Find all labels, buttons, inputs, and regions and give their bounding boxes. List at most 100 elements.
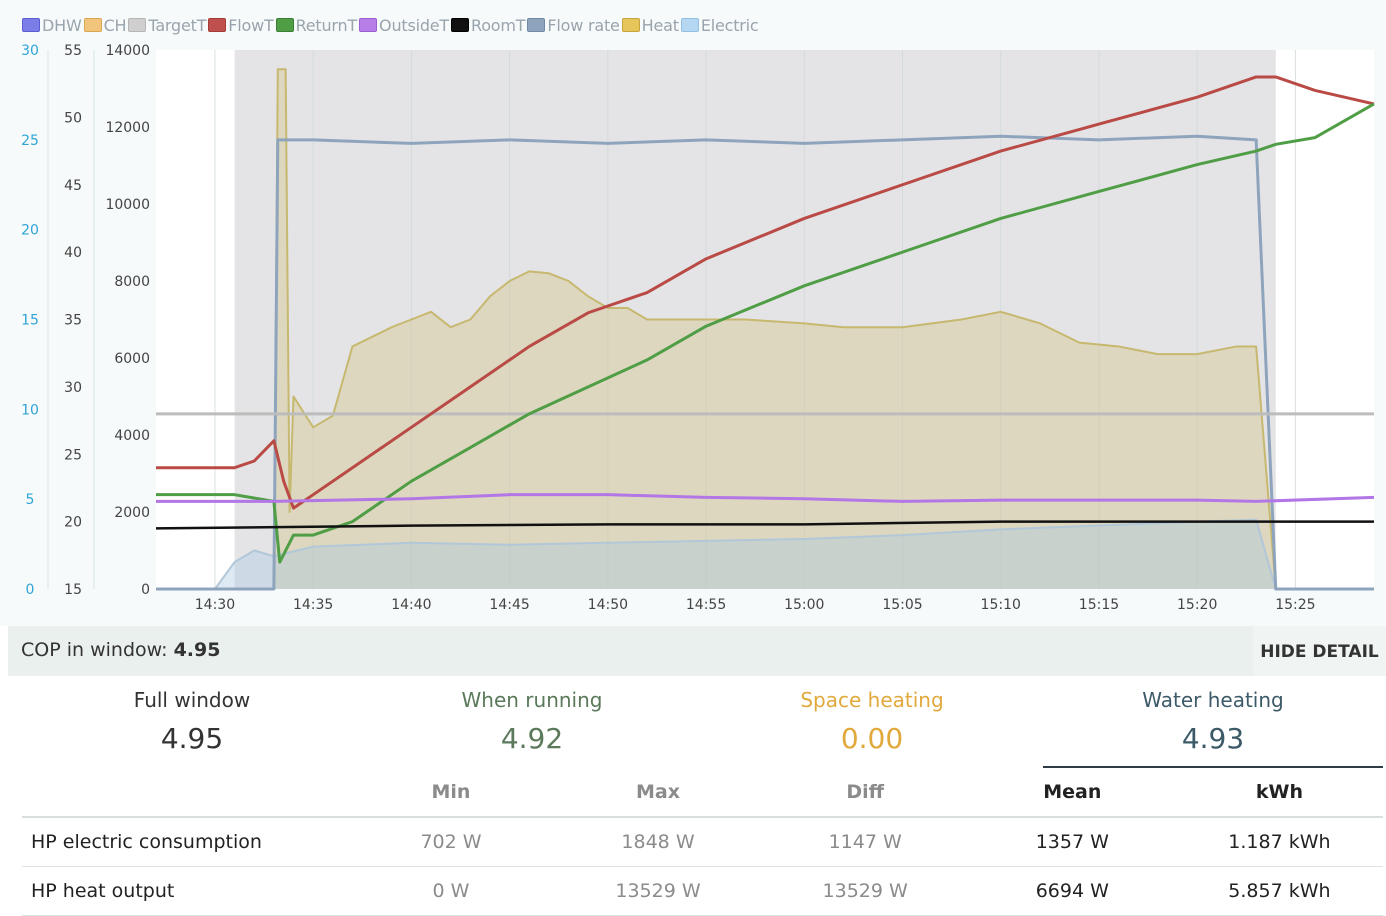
- cell-diff: 13529 W: [761, 866, 969, 916]
- header-diff: Diff: [761, 768, 969, 818]
- temperature-axis-tick: 20: [64, 515, 82, 531]
- legend-item-electric[interactable]: Electric: [680, 15, 759, 35]
- legend-label: Heat: [641, 15, 679, 35]
- legend-label: RoomT: [471, 15, 526, 35]
- series-outsidet-line: [156, 493, 1375, 503]
- legend-label: Flow rate: [547, 15, 620, 35]
- cell-diff: 1147 W: [761, 817, 969, 867]
- legend-label: Electric: [700, 15, 759, 35]
- x-tick-label: 15:10: [981, 597, 1021, 613]
- table-row: HP electric consumption 702 W 1848 W 114…: [22, 817, 1383, 867]
- legend-swatch: [621, 18, 640, 32]
- mode-title: Water heating: [1142, 688, 1284, 712]
- table-row: HP heat output 0 W 13529 W 13529 W 6694 …: [22, 866, 1383, 916]
- legend-item-flow-rate[interactable]: Flow rate: [527, 15, 620, 35]
- legend-label: FlowT: [228, 15, 274, 35]
- series-electric-area: [156, 519, 1374, 589]
- legend-swatch: [22, 18, 40, 32]
- mode-water-heating[interactable]: Water heating 4.93: [1043, 688, 1383, 755]
- series-flowt-line: [156, 75, 1375, 510]
- legend-swatch: [83, 18, 102, 32]
- selected-mode-indicator: [1043, 766, 1383, 768]
- header-kwh: kWh: [1175, 768, 1383, 818]
- x-tick-label: 14:50: [588, 597, 628, 613]
- legend-item-ch[interactable]: CH: [83, 15, 127, 35]
- cell-mean: 6694 W: [968, 866, 1176, 916]
- temperature-axis-tick: 15: [64, 582, 82, 598]
- cell-kwh: 1.187 kWh: [1175, 817, 1383, 867]
- x-tick-label: 15:05: [882, 597, 922, 613]
- header-min: Min: [347, 768, 555, 818]
- temperature-axis-tick: 25: [64, 447, 82, 463]
- legend-item-targett[interactable]: TargetT: [128, 16, 206, 35]
- legend-swatch: [527, 18, 546, 32]
- header-max: Max: [554, 768, 762, 818]
- header-mean: Mean: [968, 768, 1176, 818]
- cop-summary-bar: COP in window: 4.95 HIDE DETAIL: [8, 626, 1386, 676]
- legend-item-outsidet[interactable]: OutsideT: [359, 16, 449, 35]
- mode-when-running[interactable]: When running 4.92: [362, 688, 702, 755]
- mode-space-heating[interactable]: Space heating 0.00: [702, 688, 1042, 755]
- legend-label: OutsideT: [379, 15, 450, 35]
- temperature-axis-tick: 35: [64, 313, 82, 329]
- legend-item-heat[interactable]: Heat: [621, 15, 679, 35]
- flow-rate-axis-tick: 30: [21, 43, 39, 59]
- mode-cop-value: 4.92: [500, 722, 564, 755]
- cop-value: 4.95: [173, 639, 221, 661]
- chart-panel: 14:30 14:35 14:40 14:45 14:50 14:55 15:00 15:05…: [0, 0, 1386, 626]
- temperature-axis-tick: 30: [64, 380, 82, 396]
- cell-max: 1848 W: [554, 817, 762, 867]
- legend-swatch: [680, 18, 699, 32]
- flow-rate-axis-tick: 5: [26, 492, 35, 508]
- header-blank: [22, 768, 348, 818]
- row-label: HP heat output: [22, 866, 348, 916]
- x-tick-label: 15:15: [1079, 597, 1119, 613]
- cell-max: 13529 W: [554, 866, 762, 916]
- legend-swatch: [359, 18, 378, 32]
- table-header-row: Min Max Diff Mean kWh: [22, 768, 1383, 818]
- series-roomt-line: [155, 520, 1374, 530]
- legend-item-flowt[interactable]: FlowT: [208, 15, 274, 35]
- power-axis-tick: 12000: [105, 120, 150, 136]
- legend-label: CH: [103, 15, 127, 35]
- legend-item-returnt[interactable]: ReturnT: [275, 15, 358, 35]
- legend-item-dhw[interactable]: DHW: [22, 16, 82, 35]
- x-tick-label: 14:30: [195, 597, 235, 613]
- flow-rate-axis-tick: 20: [21, 223, 39, 239]
- mode-title: Space heating: [800, 688, 944, 712]
- chart-legend: DHW CH TargetT FlowT ReturnT OutsideT RoomT Flo…: [22, 14, 761, 36]
- hide-detail-button[interactable]: HIDE DETAIL: [1253, 626, 1386, 676]
- x-tick-label: 14:55: [686, 597, 726, 613]
- mode-title: When running: [461, 688, 603, 712]
- temperature-axis-tick: 45: [64, 178, 82, 194]
- cell-mean: 1357 W: [968, 817, 1176, 867]
- cop-in-window: COP in window: 4.95: [21, 639, 220, 661]
- mode-cop-value: 0.00: [840, 722, 904, 755]
- flow-rate-axis-tick: 25: [21, 133, 39, 149]
- power-axis-tick: 10000: [105, 197, 150, 213]
- temperature-axis-tick: 55: [64, 43, 82, 59]
- x-tick-label: 15:20: [1177, 597, 1217, 613]
- cell-min: 0 W: [347, 866, 555, 916]
- legend-swatch: [275, 18, 294, 32]
- row-label: HP electric consumption: [22, 817, 348, 867]
- x-tick-label: 14:35: [293, 597, 333, 613]
- series-returnt-line: [156, 102, 1375, 564]
- flow-rate-axis-tick: 0: [26, 582, 35, 598]
- mode-cop-value: 4.93: [1181, 722, 1245, 755]
- x-tick-label: 14:40: [391, 597, 431, 613]
- flow-rate-axis-tick: 15: [21, 313, 39, 329]
- power-axis-tick: 14000: [105, 43, 150, 59]
- series-heat-area: [156, 69, 1374, 589]
- legend-item-roomt[interactable]: RoomT: [451, 15, 526, 35]
- legend-label: ReturnT: [295, 15, 358, 35]
- cell-kwh: 5.857 kWh: [1175, 866, 1383, 916]
- mode-full-window[interactable]: Full window 4.95: [22, 688, 362, 755]
- cell-min: 702 W: [347, 817, 555, 867]
- heat-pump-chart[interactable]: 14:30 14:35 14:40 14:45 14:50 14:55 15:00 15:05…: [0, 0, 1386, 626]
- power-axis-tick: 0: [141, 582, 150, 598]
- temperature-axis-tick: 50: [64, 110, 82, 126]
- flow-rate-axis-tick: 10: [21, 402, 39, 418]
- series-flow-rate-line: [156, 134, 1374, 591]
- x-tick-label: 14:45: [489, 597, 529, 613]
